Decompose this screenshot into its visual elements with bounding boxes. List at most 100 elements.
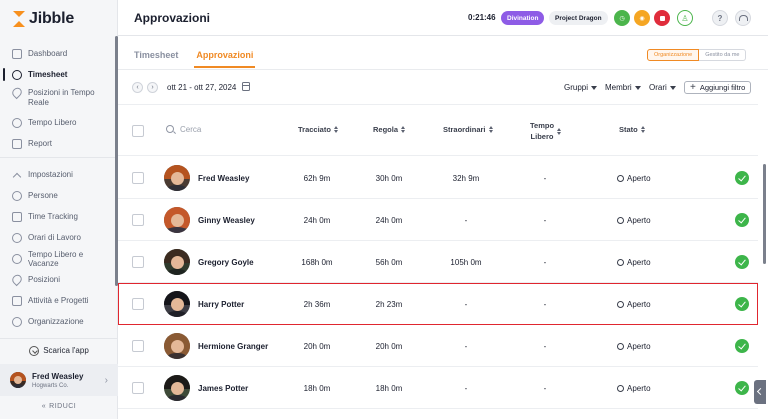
- sidebar-item-work-schedules[interactable]: Orari di Lavoro: [0, 227, 118, 248]
- status-badge: Aperto: [617, 216, 651, 225]
- select-all-checkbox[interactable]: [132, 125, 144, 137]
- sidebar-item-live-locations[interactable]: Posizioni in Tempo Reale: [0, 85, 118, 112]
- row-checkbox[interactable]: [132, 298, 144, 310]
- member-name[interactable]: Gregory Goyle: [198, 258, 254, 267]
- column-header-regular[interactable]: Regola: [373, 125, 405, 134]
- members-filter-label: Membri: [605, 83, 632, 92]
- clock-in-button[interactable]: ◷: [614, 10, 630, 26]
- table-row[interactable]: Gregory Goyle 168h 0m 56h 0m 105h 0m - A…: [118, 241, 758, 283]
- overtime-value: -: [464, 300, 468, 309]
- chevron-right-icon: ›: [104, 374, 108, 386]
- approve-check-icon[interactable]: [735, 255, 749, 269]
- member-name[interactable]: Harry Potter: [198, 300, 245, 309]
- side-panel-toggle[interactable]: [754, 380, 766, 404]
- chevron-up-icon: [12, 170, 22, 180]
- avatar: [164, 249, 190, 275]
- sidebar-item-reports[interactable]: Report: [0, 133, 118, 154]
- member-name[interactable]: Fred Weasley: [198, 174, 250, 183]
- approve-check-icon[interactable]: [735, 339, 749, 353]
- overtime-value: -: [464, 342, 468, 351]
- sidebar-item-activities-projects[interactable]: Attività e Progetti: [0, 290, 118, 311]
- scope-organization-button[interactable]: Organizzazione: [647, 49, 700, 61]
- help-button[interactable]: ?: [712, 10, 728, 26]
- location-pin-icon: [10, 272, 24, 287]
- stop-timer-button[interactable]: [654, 10, 670, 26]
- column-label: Stato: [619, 125, 638, 134]
- sidebar-item-locations[interactable]: Posizioni: [0, 269, 118, 290]
- date-range[interactable]: ott 21 - ott 27, 2024: [167, 83, 237, 92]
- notifications-button[interactable]: [735, 10, 751, 26]
- row-checkbox[interactable]: [132, 382, 144, 394]
- sort-icon: [557, 128, 561, 135]
- chevron-left-icon: ‹: [136, 84, 139, 91]
- collapse-sidebar-button[interactable]: « RIDUCI: [0, 398, 118, 414]
- next-period-button[interactable]: ›: [147, 82, 158, 93]
- row-checkbox[interactable]: [132, 214, 144, 226]
- member-name[interactable]: Ginny Weasley: [198, 216, 255, 225]
- column-label: Tempo: [530, 121, 555, 130]
- table-row[interactable]: Harry Potter 2h 36m 2h 23m - - Aperto: [118, 283, 758, 325]
- members-filter[interactable]: Membri: [605, 83, 641, 92]
- sidebar-item-people[interactable]: Persone: [0, 185, 118, 206]
- schedules-filter[interactable]: Orari: [649, 83, 676, 92]
- column-header-status[interactable]: Stato: [619, 125, 645, 134]
- member-name[interactable]: James Potter: [198, 384, 249, 393]
- table-row[interactable]: Ginny Weasley 24h 0m 24h 0m - - Aperto: [118, 199, 758, 241]
- sidebar: Jibble Dashboard Timesheet Posizioni in …: [0, 0, 118, 419]
- sidebar-scrollbar[interactable]: [115, 36, 118, 286]
- status-label: Aperto: [627, 342, 651, 351]
- row-checkbox[interactable]: [132, 340, 144, 352]
- tracked-value: 62h 9m: [303, 174, 331, 183]
- tab-approvals[interactable]: Approvazioni: [194, 50, 256, 68]
- sidebar-item-dashboard[interactable]: Dashboard: [0, 43, 118, 64]
- sidebar-item-organization[interactable]: Organizzazione: [0, 311, 118, 332]
- groups-filter[interactable]: Gruppi: [564, 83, 598, 92]
- break-button[interactable]: ◉: [634, 10, 650, 26]
- tab-timesheet[interactable]: Timesheet: [134, 50, 179, 60]
- time-clock-button[interactable]: ♙: [677, 10, 693, 26]
- column-header-time-off[interactable]: Tempo Libero: [530, 120, 561, 142]
- sort-icon: [334, 126, 338, 133]
- column-header-overtime[interactable]: Straordinari: [443, 125, 493, 134]
- download-app-button[interactable]: Scarica l'app: [0, 338, 118, 362]
- add-filter-button[interactable]: + Aggiungi filtro: [684, 81, 752, 94]
- page-tabs: Timesheet Approvazioni: [134, 50, 256, 68]
- column-label: Regola: [373, 125, 399, 134]
- table-scrollbar[interactable]: [763, 164, 766, 264]
- previous-period-button[interactable]: ‹: [132, 82, 143, 93]
- status-badge: Aperto: [617, 300, 651, 309]
- sidebar-item-timesheet[interactable]: Timesheet: [0, 64, 118, 85]
- user-profile-card[interactable]: Fred Weasley Hogwarts Co. ›: [0, 364, 118, 396]
- sidebar-item-label: Persone: [28, 191, 58, 200]
- scope-managed-by-me-button[interactable]: Gestito da me: [699, 49, 747, 61]
- approve-check-icon[interactable]: [735, 381, 749, 395]
- sidebar-item-time-off-holidays[interactable]: Tempo Libero e Vacanze: [0, 248, 118, 269]
- search-icon: [166, 125, 174, 133]
- project-badge[interactable]: Project Dragon: [549, 11, 608, 25]
- sidebar-item-label: Timesheet: [28, 70, 68, 79]
- approve-check-icon[interactable]: [735, 297, 749, 311]
- approve-check-icon[interactable]: [735, 213, 749, 227]
- tracked-value: 20h 0m: [303, 342, 331, 351]
- table-row[interactable]: James Potter 18h 0m 18h 0m - - Aperto: [118, 367, 758, 409]
- sidebar-item-time-tracking[interactable]: Time Tracking: [0, 206, 118, 227]
- overtime-value: 105h 0m: [450, 258, 482, 267]
- search-input[interactable]: Cerca: [180, 125, 202, 134]
- member-name[interactable]: Hermione Granger: [198, 342, 269, 351]
- table-row[interactable]: Hermione Granger 20h 0m 20h 0m - - Apert…: [118, 325, 758, 367]
- activity-badge[interactable]: Divination: [501, 11, 545, 25]
- row-checkbox[interactable]: [132, 256, 144, 268]
- regular-value: 24h 0m: [375, 216, 403, 225]
- sidebar-item-time-off[interactable]: Tempo Libero: [0, 112, 118, 133]
- overtime-value: -: [464, 216, 468, 225]
- approve-check-icon[interactable]: [735, 171, 749, 185]
- calendar-icon[interactable]: [242, 82, 250, 91]
- table-row[interactable]: Fred Weasley 62h 9m 30h 0m 32h 9m - Aper…: [118, 157, 758, 199]
- sidebar-item-settings[interactable]: Impostazioni: [0, 164, 118, 185]
- jibble-logo[interactable]: Jibble: [12, 10, 74, 28]
- column-header-tracked[interactable]: Tracciato: [298, 125, 338, 134]
- row-checkbox[interactable]: [132, 172, 144, 184]
- sidebar-item-label: Attività e Progetti: [28, 296, 89, 305]
- tracked-value: 18h 0m: [303, 384, 331, 393]
- page-title: Approvazioni: [134, 11, 211, 25]
